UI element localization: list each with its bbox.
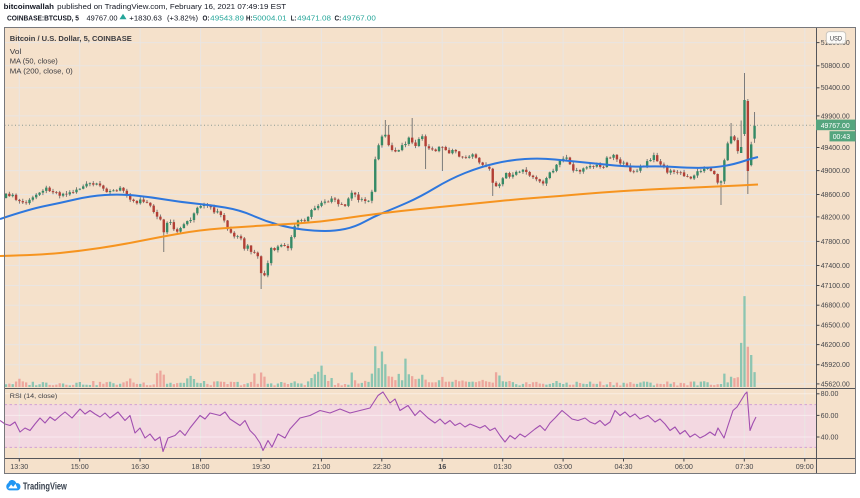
svg-text:C:: C: <box>335 14 342 23</box>
svg-text:09:00: 09:00 <box>796 462 814 471</box>
svg-text:45620.00: 45620.00 <box>821 381 850 388</box>
svg-text:40.00: 40.00 <box>821 434 839 441</box>
svg-text:RSI (14, close): RSI (14, close) <box>10 393 58 400</box>
svg-text:O:: O: <box>203 14 210 23</box>
svg-text:MA (200, close, 0): MA (200, close, 0) <box>10 68 73 75</box>
svg-text:15:00: 15:00 <box>71 462 89 471</box>
svg-text:47400.00: 47400.00 <box>821 263 850 270</box>
svg-text:07:30: 07:30 <box>735 462 753 471</box>
svg-text:47100.00: 47100.00 <box>821 283 850 290</box>
svg-text:+1830.63: +1830.63 <box>129 14 162 23</box>
svg-text:49543.89: 49543.89 <box>210 14 244 23</box>
svg-text:46200.00: 46200.00 <box>821 342 850 349</box>
svg-text:13:30: 13:30 <box>10 462 28 471</box>
svg-text:L:: L: <box>291 14 297 23</box>
svg-text:50004.01: 50004.01 <box>253 14 287 23</box>
svg-text:(+3.82%): (+3.82%) <box>167 14 198 23</box>
svg-text:46500.00: 46500.00 <box>821 323 850 330</box>
svg-text:80.00: 80.00 <box>821 391 839 398</box>
svg-text:bitcoinwallah: bitcoinwallah <box>4 2 54 11</box>
svg-text:Vol: Vol <box>10 49 22 56</box>
svg-text:45920.00: 45920.00 <box>821 362 850 369</box>
svg-text:50800.00: 50800.00 <box>821 63 850 70</box>
svg-text:TradingView: TradingView <box>23 482 67 493</box>
svg-text:16:30: 16:30 <box>131 462 149 471</box>
svg-text:16: 16 <box>438 462 446 471</box>
svg-text:49767.00: 49767.00 <box>87 14 118 23</box>
svg-text:18:00: 18:00 <box>192 462 210 471</box>
svg-text:60.00: 60.00 <box>821 413 839 420</box>
svg-text:USD: USD <box>830 35 843 42</box>
svg-text:21:00: 21:00 <box>312 462 330 471</box>
svg-text:19:30: 19:30 <box>252 462 270 471</box>
svg-text:49767.00: 49767.00 <box>342 14 376 23</box>
svg-text:03:00: 03:00 <box>554 462 572 471</box>
svg-text:48200.00: 48200.00 <box>821 214 850 221</box>
svg-text:22:30: 22:30 <box>373 462 391 471</box>
svg-text:49767.00: 49767.00 <box>821 123 850 130</box>
svg-text:49000.00: 49000.00 <box>821 168 850 175</box>
svg-text:49900.00: 49900.00 <box>821 113 850 120</box>
svg-text:49400.00: 49400.00 <box>821 145 850 152</box>
svg-text:48600.00: 48600.00 <box>821 192 850 199</box>
svg-text:50400.00: 50400.00 <box>821 85 850 92</box>
svg-text:49471.08: 49471.08 <box>297 14 331 23</box>
svg-text:H:: H: <box>246 14 253 23</box>
svg-text:published on TradingView.com,: published on TradingView.com, February 1… <box>57 2 287 11</box>
svg-text:MA (50, close): MA (50, close) <box>10 59 58 66</box>
svg-text:COINBASE:BTCUSD, 5: COINBASE:BTCUSD, 5 <box>7 14 79 23</box>
svg-text:46800.00: 46800.00 <box>821 303 850 310</box>
svg-text:04:30: 04:30 <box>615 462 633 471</box>
svg-text:06:00: 06:00 <box>675 462 693 471</box>
svg-text:Bitcoin / U.S. Dollar, 5, COIN: Bitcoin / U.S. Dollar, 5, COINBASE <box>10 36 132 43</box>
svg-text:00:43: 00:43 <box>833 134 850 141</box>
svg-text:47800.00: 47800.00 <box>821 239 850 246</box>
svg-text:01:30: 01:30 <box>494 462 512 471</box>
